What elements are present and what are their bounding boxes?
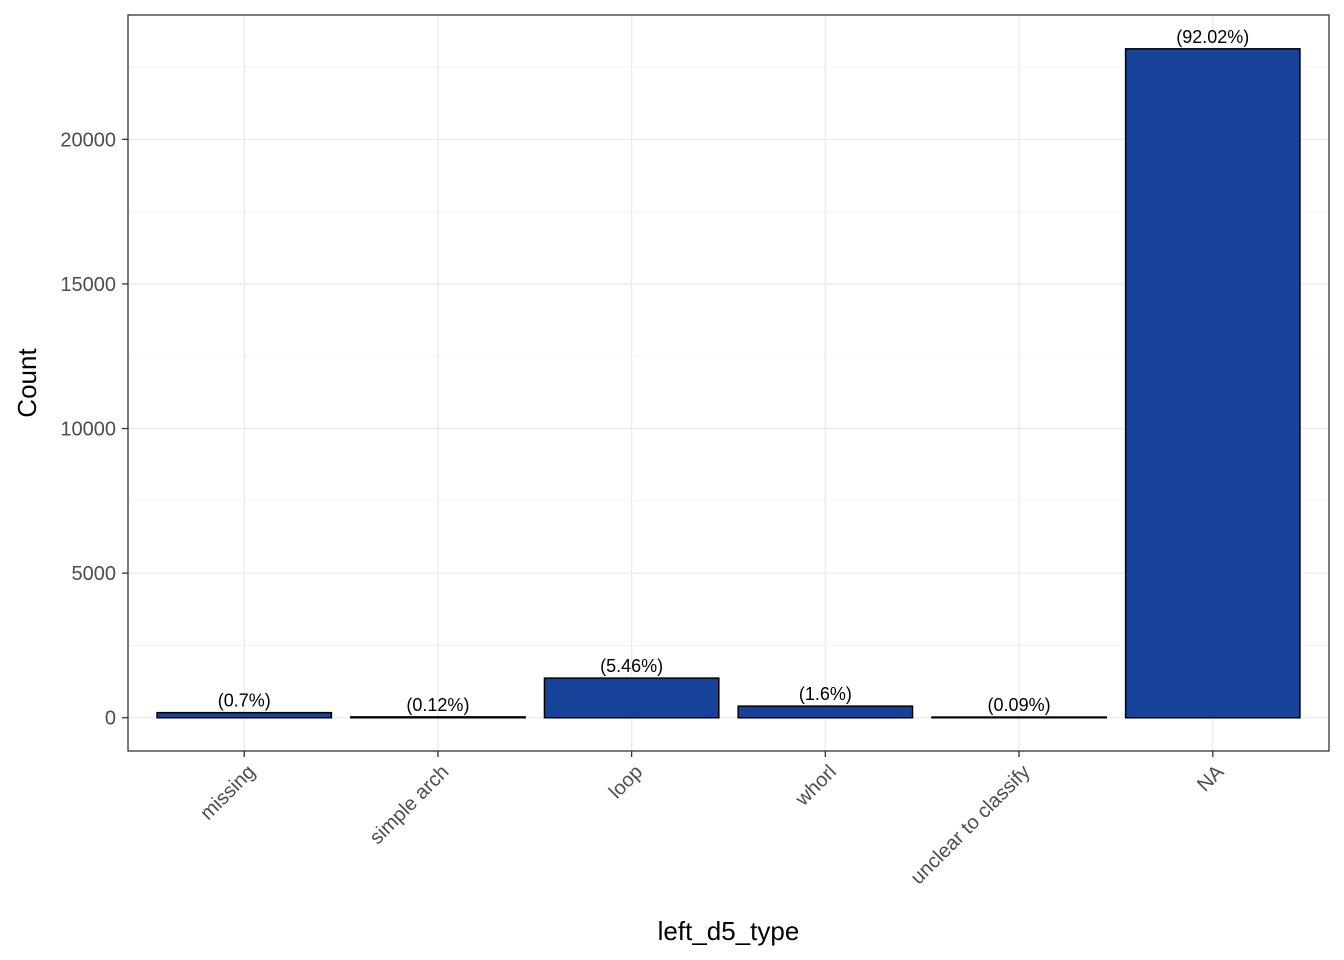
bar-na [1124, 48, 1301, 719]
y-tick-label: 20000 [60, 129, 116, 151]
bar-loop [543, 677, 720, 719]
bar-simple-arch [350, 716, 526, 719]
bar-whorl [737, 705, 914, 719]
x-axis-title: left_d5_type [658, 916, 800, 946]
y-tick-label: 10000 [60, 419, 116, 441]
data-label: (5.46%) [600, 656, 663, 676]
panel-border [127, 14, 1330, 752]
bar-unclear-to-classify [931, 716, 1107, 719]
y-tick-label: 0 [105, 708, 116, 730]
data-label: (0.09%) [988, 695, 1051, 715]
bars [156, 48, 1301, 719]
data-label: (92.02%) [1176, 27, 1249, 47]
y-tick-label: 5000 [72, 563, 117, 585]
y-axis-title: Count [12, 348, 42, 418]
bar-missing [156, 711, 333, 719]
data-labels: (0.7%) (0.12%) (5.46%) (1.6%) (0.09%) (92.02%… [218, 27, 1250, 715]
y-tick-label: 15000 [60, 274, 116, 296]
y-axis-ticks: 0 5000 10000 15000 20000 [60, 129, 128, 730]
data-label: (0.12%) [406, 695, 469, 715]
data-label: (0.7%) [218, 691, 271, 711]
data-label: (1.6%) [799, 684, 852, 704]
